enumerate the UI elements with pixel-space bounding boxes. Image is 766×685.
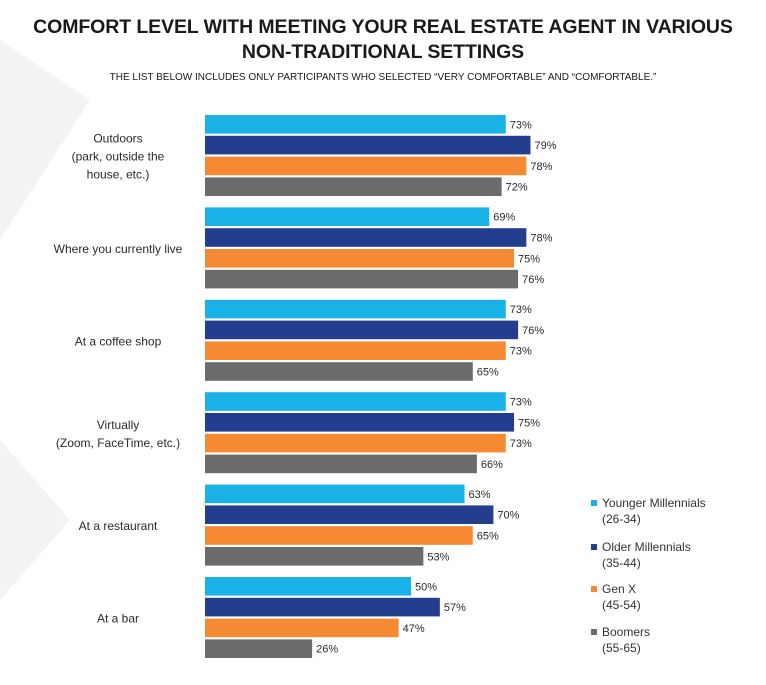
data-label: 72% — [506, 182, 528, 194]
data-label: 65% — [477, 531, 499, 543]
data-label: 78% — [530, 161, 552, 173]
bar — [205, 135, 531, 155]
bar — [205, 392, 506, 411]
data-label: 73% — [510, 119, 532, 131]
legend-swatch — [591, 586, 597, 592]
category-label: At a coffee shop — [75, 334, 162, 348]
data-label: 75% — [518, 417, 540, 429]
data-label: 70% — [497, 510, 519, 522]
bar — [205, 526, 473, 545]
data-label: 73% — [510, 346, 532, 358]
data-label: 50% — [415, 581, 437, 593]
bar — [205, 505, 494, 524]
data-label: 73% — [510, 397, 532, 409]
bar — [205, 228, 527, 247]
legend-item: Older Millennials (35-44) — [591, 539, 691, 571]
bar — [205, 433, 506, 453]
data-label: 66% — [481, 459, 503, 471]
data-label: 47% — [403, 623, 425, 635]
bar — [205, 454, 477, 474]
bar — [205, 413, 514, 432]
category-label: Virtually (Zoom, FaceTime, etc.) — [56, 418, 180, 450]
legend-label: Boomers (55-65) — [602, 625, 651, 655]
data-label: 73% — [510, 438, 532, 450]
data-label: 75% — [518, 253, 540, 265]
bar — [205, 618, 399, 638]
data-label: 69% — [493, 212, 515, 224]
chart-title-line-2: NON-TRADITIONAL SETTINGS — [241, 41, 525, 63]
data-label: 76% — [522, 274, 544, 286]
bar — [205, 249, 514, 268]
legend-label: Younger Millennials (26-34) — [602, 496, 706, 526]
data-label: 79% — [534, 140, 556, 152]
legend-item: Gen X (45-54) — [591, 581, 641, 613]
legend-label: Gen X (45-54) — [602, 582, 641, 612]
category-label: Where you currently live — [54, 242, 183, 256]
category-label: At a restaurant — [79, 519, 158, 533]
chart-subtitle: THE LIST BELOW INCLUDES ONLY PARTICIPANT… — [109, 72, 657, 83]
bar — [205, 115, 506, 134]
category-label: Outdoors (park, outside the house, etc.) — [72, 132, 165, 182]
chart-title-line-1: COMFORT LEVEL WITH MEETING YOUR REAL EST… — [33, 16, 733, 38]
data-label: 65% — [477, 367, 499, 379]
category-label: At a bar — [97, 612, 139, 626]
bar — [205, 597, 440, 617]
bar — [205, 207, 490, 226]
legend-item: Boomers (55-65) — [591, 624, 651, 656]
legend-swatch — [591, 629, 597, 635]
bar — [205, 341, 506, 360]
bar — [205, 547, 424, 566]
bar — [205, 269, 519, 289]
bar — [205, 156, 527, 176]
data-label: 76% — [522, 325, 544, 337]
bar — [205, 177, 502, 196]
bar — [205, 577, 411, 596]
bar — [205, 299, 506, 319]
legend-swatch — [591, 500, 597, 506]
bar — [205, 484, 465, 504]
data-label: 53% — [427, 551, 449, 563]
legend-label: Older Millennials (35-44) — [602, 540, 691, 570]
legend-swatch — [591, 544, 597, 550]
data-label: 26% — [316, 644, 338, 656]
data-label: 63% — [469, 489, 491, 501]
data-label: 57% — [444, 602, 466, 614]
legend-item: Younger Millennials (26-34) — [591, 495, 706, 527]
bar — [205, 320, 519, 340]
data-label: 78% — [530, 233, 552, 245]
bar — [205, 639, 313, 658]
bar — [205, 362, 473, 381]
data-label: 73% — [510, 304, 532, 316]
